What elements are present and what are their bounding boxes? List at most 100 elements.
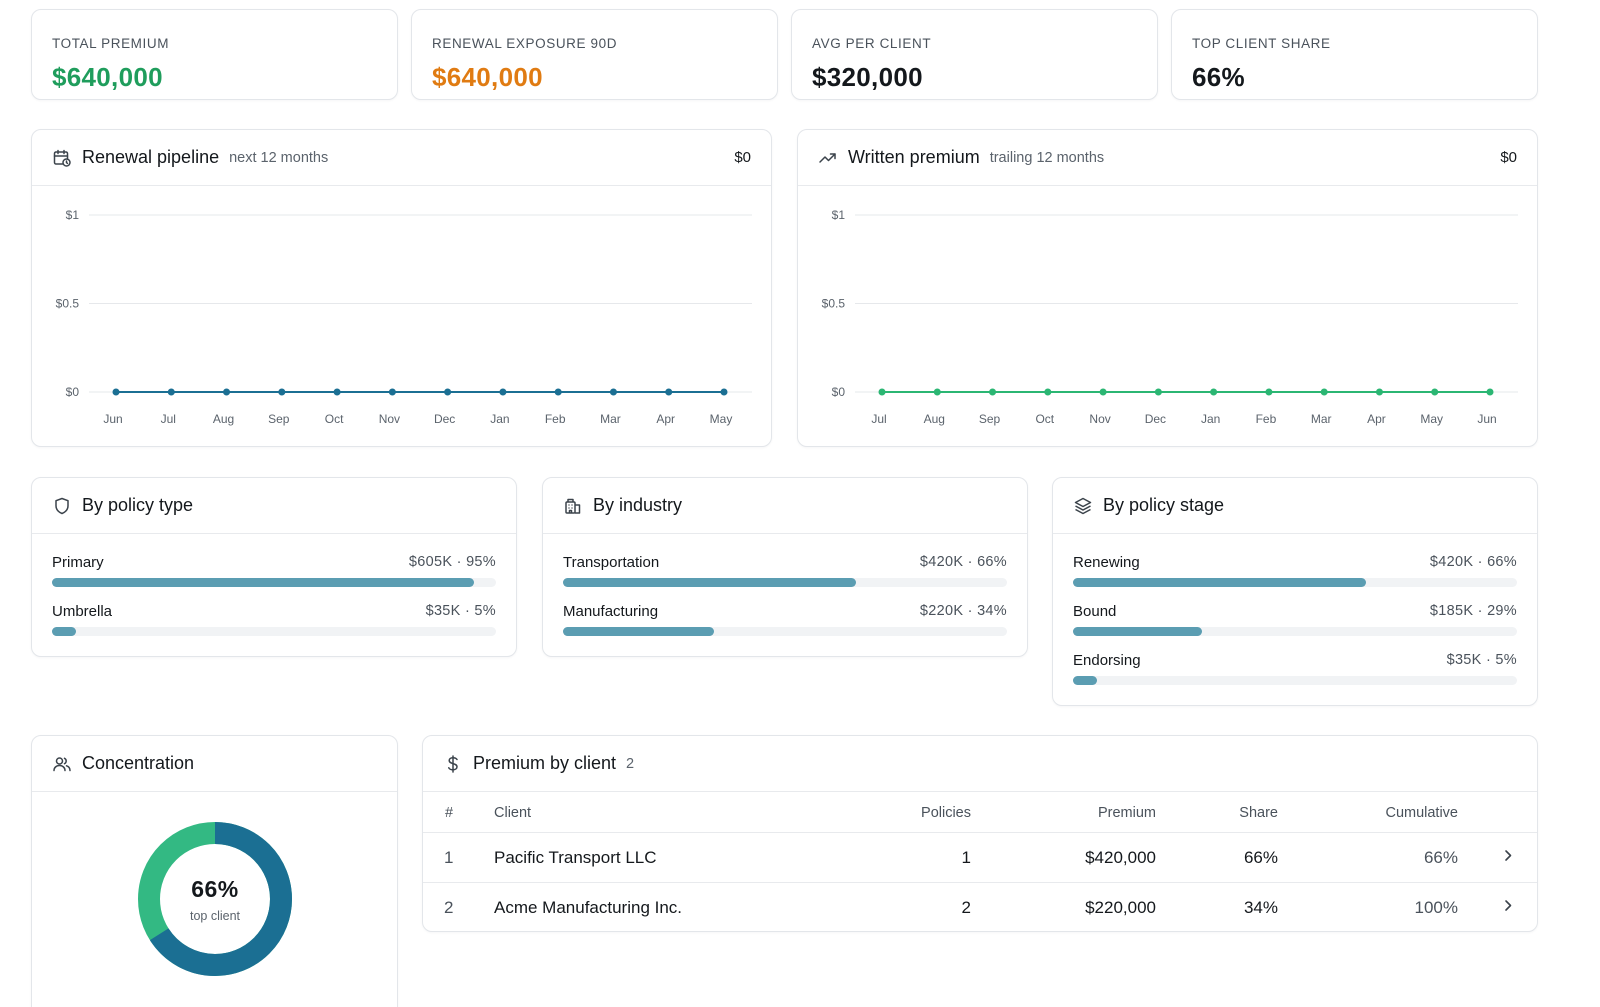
x-tick-label: Jun xyxy=(103,412,122,426)
col-premium[interactable]: Premium xyxy=(1097,804,1156,821)
donut-caption: top client xyxy=(189,909,241,923)
bar-value: $420K · 66% xyxy=(919,554,1007,570)
row-premium: $420,000 xyxy=(1085,847,1156,867)
col-cumulative[interactable]: Cumulative xyxy=(1385,804,1458,821)
written-premium-chart: $0 $0.5 $1 Jul Aug Sep Oct Nov Dec Jan Feb Mar Apr Ma… xyxy=(822,208,1518,426)
card-title: By industry xyxy=(593,495,683,515)
card-header: By industry xyxy=(543,478,1027,534)
donut-top-client-arc xyxy=(138,822,292,976)
kpi-card-avg-per-client: AVG PER CLIENT $320,000 xyxy=(791,9,1158,100)
x-tick-label: Nov xyxy=(379,412,400,426)
renewal-pipeline-chart: $0 $0.5 $1 Jun Jul Aug Sep Oct Nov Dec Jan Feb Mar Ap… xyxy=(56,208,752,426)
bar-track xyxy=(52,627,496,636)
x-tick-label: Mar xyxy=(1311,412,1332,426)
card-header: By policy type xyxy=(32,478,516,534)
calendar-clock-icon xyxy=(52,148,72,168)
chevron-right-icon[interactable] xyxy=(1503,848,1513,867)
written-premium-card: Written premium trailing 12 months $0 $0… xyxy=(797,129,1538,447)
bar-fill xyxy=(563,578,857,587)
row-client[interactable]: Acme Manufacturing Inc. xyxy=(494,898,683,917)
bar-label: Transportation xyxy=(563,554,660,571)
data-point xyxy=(223,388,231,396)
kpi-value: $640,000 xyxy=(52,62,163,92)
premium-by-client-card: Premium by client 2 # Client Policies Pr… xyxy=(422,735,1538,932)
shield-icon xyxy=(52,496,72,516)
table-row[interactable]: 1 Pacific Transport LLC 1 $420,000 66% 6… xyxy=(423,833,1537,883)
industry-card: By industry Transportation $420K · 66% Man… xyxy=(542,477,1028,657)
bar-value: $185K · 29% xyxy=(1429,603,1517,619)
x-tick-label: Jan xyxy=(1201,412,1220,426)
col-policies[interactable]: Policies xyxy=(921,804,971,821)
data-point xyxy=(878,388,886,396)
bar-label: Endorsing xyxy=(1073,652,1141,669)
card-header: Written premium trailing 12 months $0 xyxy=(798,130,1537,186)
bar-track xyxy=(1073,627,1517,636)
bar-label: Primary xyxy=(52,554,104,571)
data-point xyxy=(167,388,175,396)
bar-fill xyxy=(1073,627,1202,636)
y-tick-label: $0 xyxy=(66,385,80,399)
data-point xyxy=(933,388,941,396)
data-point xyxy=(1044,388,1052,396)
bar-label: Renewing xyxy=(1073,554,1140,571)
row-share: 66% xyxy=(1243,847,1278,867)
card-title: Written premium xyxy=(848,147,980,167)
renewal-pipeline-card: Renewal pipeline next 12 months $0 $0 $0.… xyxy=(31,129,772,447)
data-point xyxy=(1099,388,1107,396)
bar-fill xyxy=(52,578,474,587)
x-tick-label: Jul xyxy=(871,412,886,426)
card-title: Concentration xyxy=(82,753,195,773)
data-point xyxy=(1431,388,1439,396)
card-header: Concentration xyxy=(32,736,397,792)
row-cumulative: 66% xyxy=(1423,847,1458,867)
data-point xyxy=(554,388,562,396)
x-tick-label: Dec xyxy=(434,412,455,426)
concentration-donut xyxy=(138,822,292,976)
kpi-label: RENEWAL EXPOSURE 90D xyxy=(432,36,618,51)
col-client: Client xyxy=(494,804,532,821)
data-point xyxy=(333,388,341,396)
policy-type-card: By policy type Primary $605K · 95% Umbrell… xyxy=(31,477,517,657)
card-title: Renewal pipeline xyxy=(82,147,220,167)
bar-label: Umbrella xyxy=(52,603,113,620)
data-point xyxy=(720,388,728,396)
data-point xyxy=(388,388,396,396)
row-premium: $220,000 xyxy=(1085,898,1156,917)
data-point xyxy=(665,388,673,396)
row-num: 2 xyxy=(444,898,454,917)
x-tick-label: Dec xyxy=(1145,412,1166,426)
x-tick-label: Mar xyxy=(600,412,621,426)
card-total: $0 xyxy=(734,149,751,166)
x-tick-label: Jun xyxy=(1477,412,1496,426)
bar-value: $35K · 5% xyxy=(425,603,496,619)
x-tick-label: May xyxy=(710,412,733,426)
policy-stage-card: By policy stage Renewing $420K · 66% Bound… xyxy=(1052,477,1538,706)
card-header: Premium by client 2 xyxy=(423,736,1537,792)
row-share: 34% xyxy=(1243,898,1278,917)
donut-value: 66% xyxy=(191,876,239,902)
x-tick-label: May xyxy=(1420,412,1443,426)
row-client[interactable]: Pacific Transport LLC xyxy=(494,847,657,867)
chevron-right-icon[interactable] xyxy=(1503,899,1513,918)
bar-row: Transportation $420K · 66% xyxy=(563,554,1007,590)
bar-row: Renewing $420K · 66% xyxy=(1073,554,1517,590)
card-title: Premium by client xyxy=(473,753,617,773)
y-tick-label: $0 xyxy=(832,385,846,399)
bar-row: Primary $605K · 95% xyxy=(52,554,496,590)
kpi-card-top-client-share: TOP CLIENT SHARE 66% xyxy=(1171,9,1538,100)
bar-track xyxy=(563,627,1007,636)
y-tick-label: $0.5 xyxy=(56,297,80,311)
x-tick-label: Oct xyxy=(325,412,344,426)
table-row[interactable]: 2 Acme Manufacturing Inc. 2 $220,000 34%… xyxy=(423,883,1537,931)
card-title: By policy stage xyxy=(1103,495,1225,515)
x-tick-label: Aug xyxy=(213,412,234,426)
kpi-value: $320,000 xyxy=(812,62,923,92)
y-tick-label: $1 xyxy=(66,208,80,222)
card-subtitle: trailing 12 months xyxy=(989,149,1105,166)
client-count: 2 xyxy=(626,755,635,772)
bar-fill xyxy=(1073,676,1098,685)
x-tick-label: Nov xyxy=(1089,412,1110,426)
bar-value: $35K · 5% xyxy=(1446,652,1517,668)
col-share[interactable]: Share xyxy=(1239,804,1278,821)
x-tick-label: Aug xyxy=(924,412,945,426)
